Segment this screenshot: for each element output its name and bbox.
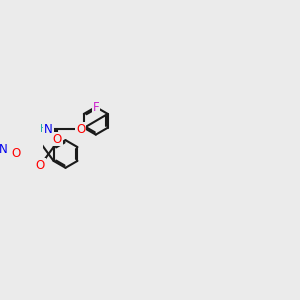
Text: F: F	[92, 100, 99, 113]
Text: O: O	[76, 123, 85, 136]
Text: O: O	[11, 148, 21, 160]
Text: O: O	[36, 159, 45, 172]
Text: N: N	[0, 143, 7, 156]
Text: O: O	[52, 133, 62, 146]
Text: H: H	[40, 124, 48, 134]
Text: N: N	[44, 123, 52, 136]
